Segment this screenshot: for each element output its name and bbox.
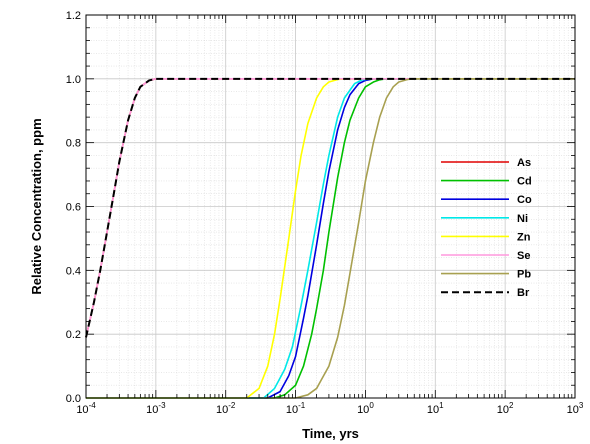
legend-label-as: As (517, 157, 531, 169)
series-line-ni (86, 78, 575, 399)
series-layer (85, 77, 575, 399)
x-tick-label: 10-3 (146, 401, 166, 416)
legend-label-pb: Pb (517, 269, 531, 281)
legend-label-se: Se (517, 250, 530, 262)
x-tick-label: 10-4 (76, 401, 96, 416)
x-tick-label: 100 (357, 401, 374, 416)
x-tick-label: 101 (427, 401, 444, 416)
y-tick-label: 1.0 (66, 74, 81, 86)
y-tick-label: 1.2 (66, 10, 81, 22)
x-tick-label: 103 (567, 401, 584, 416)
legend-label-cd: Cd (517, 176, 532, 188)
grid-layer (85, 14, 575, 399)
x-tick-label: 102 (497, 401, 514, 416)
legend: As Cd Co Ni Zn Se Pb Br (441, 157, 532, 299)
tick-layer (85, 14, 576, 399)
legend-label-zn: Zn (517, 231, 531, 243)
series-line-co (86, 78, 575, 399)
legend-label-co: Co (517, 194, 532, 206)
series-line-pb (86, 78, 575, 399)
series-line-br (85, 77, 575, 338)
legend-label-ni: Ni (517, 213, 528, 225)
label-layer: 10-4 10-3 10-2 10-1 100 101 102 103 0.0 0.2 0.4 0.6… (66, 10, 584, 416)
y-tick-label: 0.8 (66, 138, 81, 150)
y-tick-label: 0.2 (66, 329, 81, 341)
y-axis-title: Relative Concentration, ppm (29, 118, 44, 294)
x-tick-label: 10-1 (286, 401, 306, 416)
legend-label-br: Br (517, 287, 530, 299)
series-line-cd (86, 78, 575, 399)
x-axis-title: Time, yrs (302, 426, 359, 441)
y-tick-label: 0.4 (66, 265, 81, 277)
y-tick-label: 0.6 (66, 202, 81, 214)
y-tick-label: 0.0 (66, 393, 81, 405)
x-tick-label: 10-2 (216, 401, 236, 416)
